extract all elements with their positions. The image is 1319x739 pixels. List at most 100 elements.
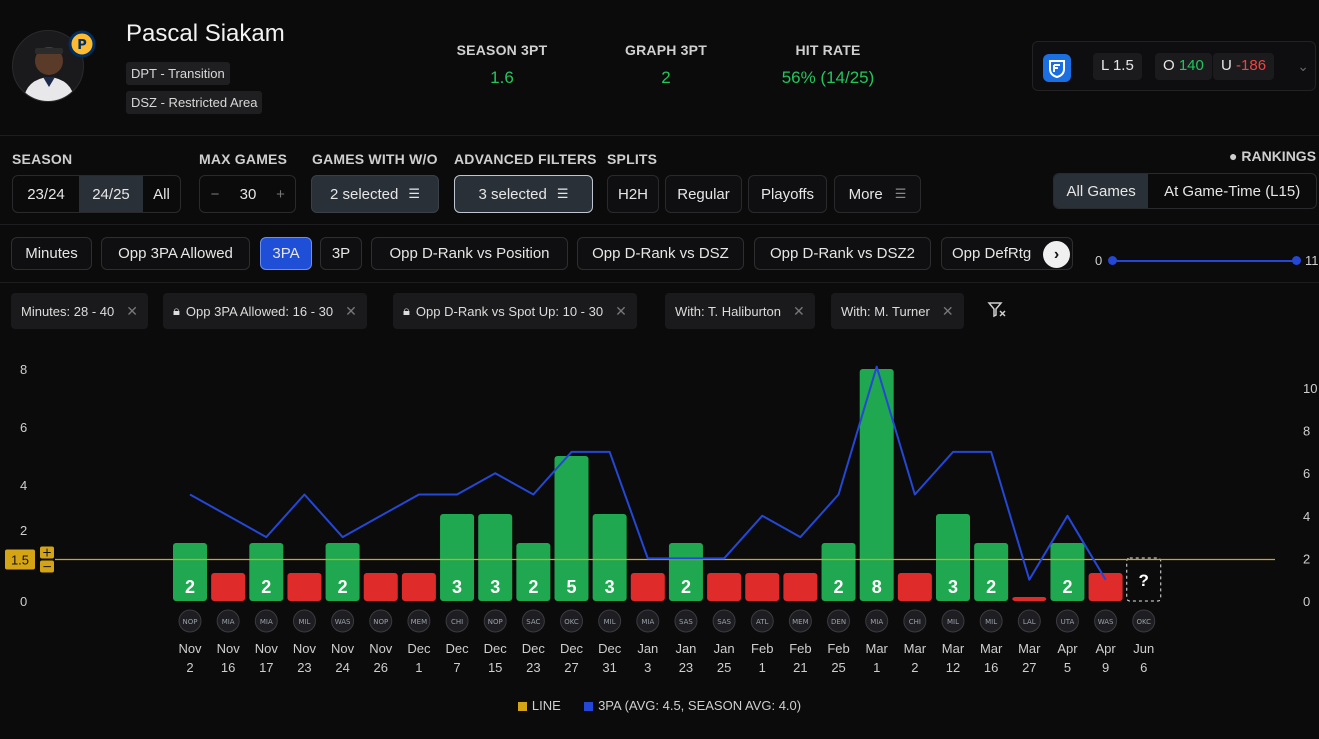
split-playoffs-button[interactable]: Playoffs [748, 175, 827, 213]
team-logo-icon: P [68, 30, 96, 58]
applied-filter-chip[interactable]: 🔒︎ Opp D-Rank vs Spot Up: 10 - 30 ✕ [393, 293, 637, 329]
team-logo-icon [445, 609, 469, 633]
chart-legend: LINE 3PA (AVG: 4.5, SEASON AVG: 4.0) [0, 698, 1319, 713]
rankings-option[interactable]: At Game-Time (L15) [1164, 182, 1301, 200]
clear-filters-icon[interactable] [987, 300, 1007, 325]
x-tick-month: Apr [1057, 641, 1078, 656]
split-more-button[interactable]: More ☰ [834, 175, 921, 213]
divider [0, 282, 1319, 283]
metric-chip[interactable]: Opp D-Rank vs DSZ2 [754, 237, 931, 270]
filter-lines-icon: ☰ [894, 186, 907, 201]
line-decrease-button [40, 560, 54, 573]
sportsbook-selector[interactable]: L 1.5 O 140 U -186 ⌄ [1032, 41, 1316, 91]
season-option-selected[interactable]: 24/25 [79, 176, 143, 212]
season-toggle: 23/24 24/25 All [12, 175, 181, 213]
range-slider-track[interactable] [1112, 260, 1296, 262]
x-tick-day: 27 [1022, 660, 1036, 675]
season-option[interactable]: All [153, 185, 170, 203]
x-tick-day: 23 [679, 660, 693, 675]
metric-chip[interactable]: Minutes [11, 237, 92, 270]
decrement-button[interactable]: − [210, 185, 220, 203]
x-tick-day: 3 [644, 660, 651, 675]
lock-icon: 🔒︎ [173, 303, 180, 318]
metric-chip[interactable]: Opp D-Rank vs Position [371, 237, 568, 270]
advanced-filters-button[interactable]: 3 selected ☰ [454, 175, 593, 213]
x-tick-month: Mar [866, 641, 889, 656]
bar-hit [440, 514, 475, 601]
upcoming-game-bar [1126, 557, 1162, 602]
line-pill: L 1.5 [1093, 53, 1142, 80]
chevron-down-icon[interactable]: ⌄ [1297, 58, 1309, 74]
bar-value-label: 2 [1062, 577, 1072, 597]
applied-filter-chip[interactable]: With: T. Haliburton ✕ [665, 293, 815, 329]
bar-miss [745, 573, 780, 601]
team-logo-icon [369, 609, 393, 633]
team-logo-icon [750, 609, 774, 633]
bar-miss [707, 573, 742, 601]
stat-label: GRAPH 3PT [625, 42, 707, 58]
metric-chip[interactable]: 3P [320, 237, 362, 270]
metric-chip[interactable]: Opp 3PA Allowed [101, 237, 250, 270]
close-icon[interactable]: ✕ [941, 302, 954, 319]
x-tick-day: 26 [374, 660, 388, 675]
close-icon[interactable]: ✕ [345, 302, 357, 319]
rankings-header[interactable]: ● RANKINGS [1229, 148, 1316, 164]
team-logo-icon [407, 609, 431, 633]
x-tick-day: 1 [759, 660, 766, 675]
y-tick-left: 2 [20, 523, 27, 538]
team-logo-icon [216, 609, 240, 633]
svg-text:P: P [77, 38, 87, 53]
increment-button[interactable]: + [276, 185, 285, 203]
sportsbook-shield-icon [1043, 54, 1071, 82]
rankings-toggle: All Games At Game-Time (L15) [1053, 173, 1317, 209]
applied-filter-chip[interactable]: 🔒︎ Opp 3PA Allowed: 16 - 30 ✕ [163, 293, 367, 329]
bar-value-label: 5 [566, 577, 576, 597]
stat-value: 2 [661, 68, 671, 87]
x-tick-day: 23 [297, 660, 311, 675]
legend-series-swatch [584, 702, 594, 712]
applied-filter-chip[interactable]: With: M. Turner ✕ [831, 293, 964, 329]
range-slider-handle-min[interactable] [1108, 256, 1117, 265]
x-tick-day: 6 [1140, 660, 1147, 675]
team-logo-icon [560, 609, 583, 633]
lock-icon: 🔒︎ [403, 303, 410, 318]
y-tick-right: 6 [1303, 466, 1310, 481]
team-logo-icon [1094, 609, 1118, 633]
x-tick-month: Dec [522, 641, 546, 656]
close-icon[interactable]: ✕ [126, 302, 138, 319]
bar-value-label: 3 [490, 577, 500, 597]
prop-line-value: 1.5 [11, 553, 29, 568]
over-pill[interactable]: O 140 [1155, 53, 1212, 80]
applied-filter-chip[interactable]: Minutes: 28 - 40 ✕ [11, 293, 148, 329]
bar-hit [936, 514, 970, 601]
range-slider-handle-max[interactable] [1292, 256, 1301, 265]
player-header: P Pascal Siakam DPT - Transition DSZ - R… [0, 0, 1319, 136]
team-abbrev: CHI [451, 618, 463, 626]
player-tag: DPT - Transition [126, 62, 230, 85]
plus-icon: + [42, 546, 52, 560]
rankings-option-selected[interactable]: All Games [1054, 174, 1149, 208]
x-tick-day: 5 [1064, 660, 1071, 675]
split-h2h-button[interactable]: H2H [607, 175, 659, 213]
metric-chip[interactable]: Opp D-Rank vs DSZ [577, 237, 744, 270]
under-pill[interactable]: U -186 [1213, 53, 1275, 80]
upcoming-game-label: ? [1139, 571, 1149, 590]
team-logo-icon [598, 609, 622, 633]
close-icon[interactable]: ✕ [615, 302, 627, 319]
bar-value-label: 2 [261, 577, 271, 597]
split-regular-button[interactable]: Regular [665, 175, 742, 213]
team-abbrev: SAC [526, 618, 540, 626]
games-with-wo-button[interactable]: 2 selected ☰ [311, 175, 439, 213]
under-label: U [1221, 57, 1232, 74]
x-tick-month: Nov [178, 641, 202, 656]
legend-line-label: LINE [531, 698, 561, 713]
season-label: SEASON [12, 151, 73, 167]
team-abbrev: MEM [792, 618, 809, 626]
scroll-right-icon[interactable]: › [1043, 241, 1070, 268]
team-logo-icon [712, 609, 736, 633]
bar-hit [325, 543, 360, 601]
team-logo-icon [979, 609, 1003, 633]
metric-chip-selected[interactable]: 3PA [260, 237, 312, 270]
close-icon[interactable]: ✕ [792, 302, 805, 319]
season-option[interactable]: 23/24 [27, 185, 65, 203]
